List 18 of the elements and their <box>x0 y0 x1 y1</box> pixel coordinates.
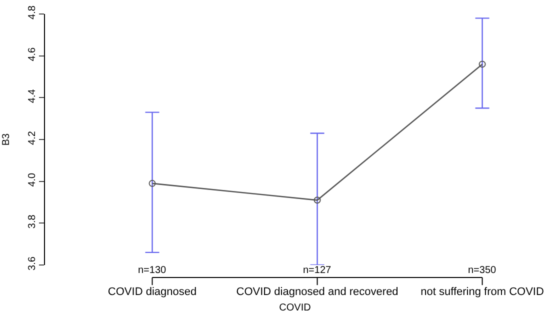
y-tick-label: 3.6 <box>27 256 38 270</box>
y-tick-label: 3.8 <box>27 214 38 229</box>
annotation: n=350 <box>468 265 497 276</box>
annotation: n=130 <box>138 265 167 276</box>
y-axis-title: B3 <box>1 132 12 146</box>
point <box>314 196 321 204</box>
x-tick-label: not suffering from COVID <box>420 286 544 298</box>
y-tick-label: 4.6 <box>27 46 38 62</box>
y-tick-label: 4.2 <box>27 130 38 145</box>
y-tick-label: 4.0 <box>27 172 38 187</box>
y-tick-label: 4.4 <box>27 88 38 104</box>
x-axis-title: COVID <box>279 302 311 314</box>
x-tick-label: COVID diagnosed <box>108 286 197 298</box>
y-tick-label: 4.8 <box>27 5 38 20</box>
x-tick-label: COVID diagnosed and recovered <box>236 286 398 298</box>
point <box>148 180 156 187</box>
annotation: n=127 <box>303 265 332 276</box>
point <box>478 60 486 68</box>
